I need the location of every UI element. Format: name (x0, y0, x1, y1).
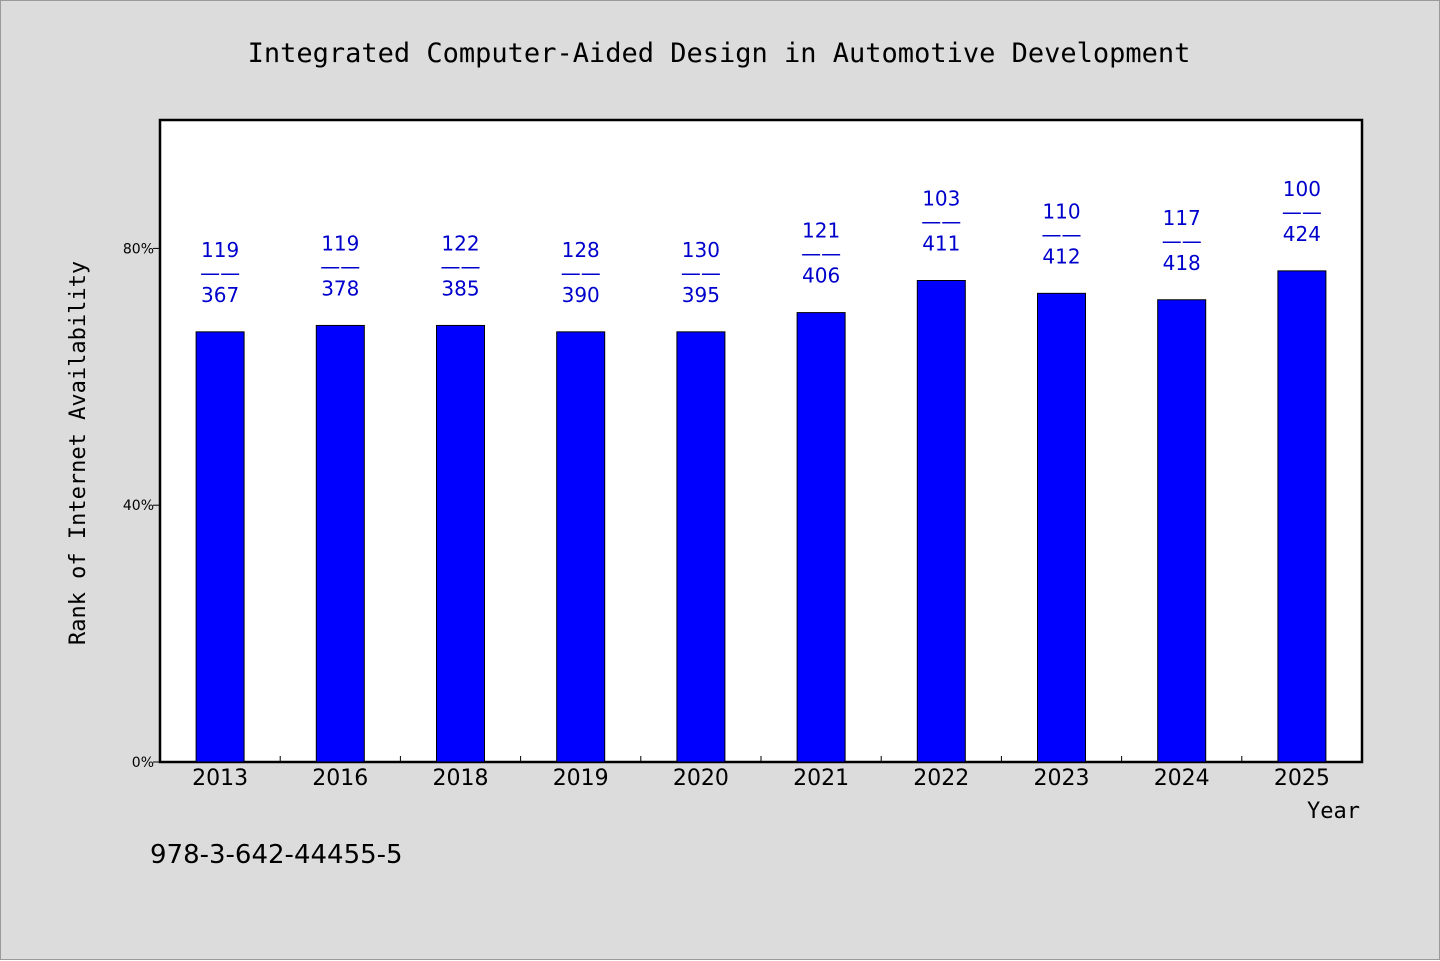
bar-label-numerator: 100 (1283, 177, 1321, 201)
bar-label-numerator: 117 (1163, 206, 1201, 230)
bar (1157, 299, 1207, 763)
x-tick-label: 2024 (1154, 766, 1210, 791)
bar-label-separator: —— (1282, 200, 1322, 224)
bar-label-separator: —— (801, 242, 841, 266)
bar-label-numerator: 128 (562, 238, 600, 262)
x-tick-label: 2025 (1274, 766, 1330, 791)
x-tick-label: 2018 (433, 766, 489, 791)
bar-label-denominator: 406 (802, 264, 840, 288)
bar-label-separator: —— (1042, 222, 1082, 246)
bar-label-denominator: 418 (1163, 251, 1201, 275)
bar-label-denominator: 411 (922, 232, 960, 256)
bar-labels-group: 119——367119——378122——385128——390130——395… (200, 177, 1322, 307)
bar-label-separator: —— (681, 261, 721, 285)
bar-label-denominator: 424 (1283, 222, 1321, 246)
bar (796, 312, 846, 763)
x-axis-ticks: 2013 2016 2018 2019 2020 2021 2022 2023 2024 2025 (192, 756, 1330, 791)
bar-label-denominator: 412 (1042, 244, 1080, 268)
bar-label-numerator: 119 (321, 231, 359, 255)
bar-label-separator: —— (921, 210, 961, 234)
bar (315, 324, 365, 763)
bar-label-numerator: 119 (201, 238, 239, 262)
bar-label-numerator: 103 (922, 187, 960, 211)
x-tick-label: 2021 (793, 766, 849, 791)
bar (916, 280, 966, 763)
bar-label-denominator: 390 (562, 283, 600, 307)
bar-label-denominator: 395 (682, 283, 720, 307)
bar (556, 331, 606, 763)
bar-label-numerator: 121 (802, 219, 840, 243)
bar-label-denominator: 378 (321, 276, 359, 300)
bar (1037, 292, 1086, 763)
x-tick-label: 2020 (673, 766, 729, 791)
bar-label-separator: —— (320, 254, 360, 278)
bar-label-numerator: 110 (1042, 199, 1080, 223)
y-tick-label: 80% (123, 241, 154, 257)
bar-label-denominator: 367 (201, 283, 239, 307)
y-axis-label: Rank of Internet Availability (66, 261, 91, 645)
bar (676, 331, 726, 763)
y-tick-label: 40% (123, 498, 154, 514)
bar-label-separator: —— (200, 261, 240, 285)
bars-group (195, 270, 1327, 763)
y-axis-ticks: 0% 40% 80% (123, 241, 160, 771)
y-tick-label: 0% (132, 755, 154, 771)
x-tick-label: 2023 (1034, 766, 1090, 791)
x-tick-label: 2022 (913, 766, 969, 791)
bar (195, 331, 245, 763)
bar-label-denominator: 385 (441, 276, 479, 300)
bar-label-separator: —— (561, 261, 601, 285)
x-tick-label: 2019 (553, 766, 609, 791)
bar-label-separator: —— (1162, 229, 1202, 253)
bar-label-numerator: 130 (682, 238, 720, 262)
bar-label-separator: —— (441, 254, 481, 278)
chart-title: Integrated Computer-Aided Design in Auto… (248, 38, 1191, 69)
footer-code: 978-3-642-44455-5 (150, 840, 403, 870)
x-tick-label: 2013 (192, 766, 248, 791)
bar (1277, 270, 1327, 763)
bar (436, 324, 485, 763)
x-axis-label: Year (1307, 799, 1360, 824)
x-tick-label: 2016 (312, 766, 368, 791)
bar-label-numerator: 122 (441, 231, 479, 255)
